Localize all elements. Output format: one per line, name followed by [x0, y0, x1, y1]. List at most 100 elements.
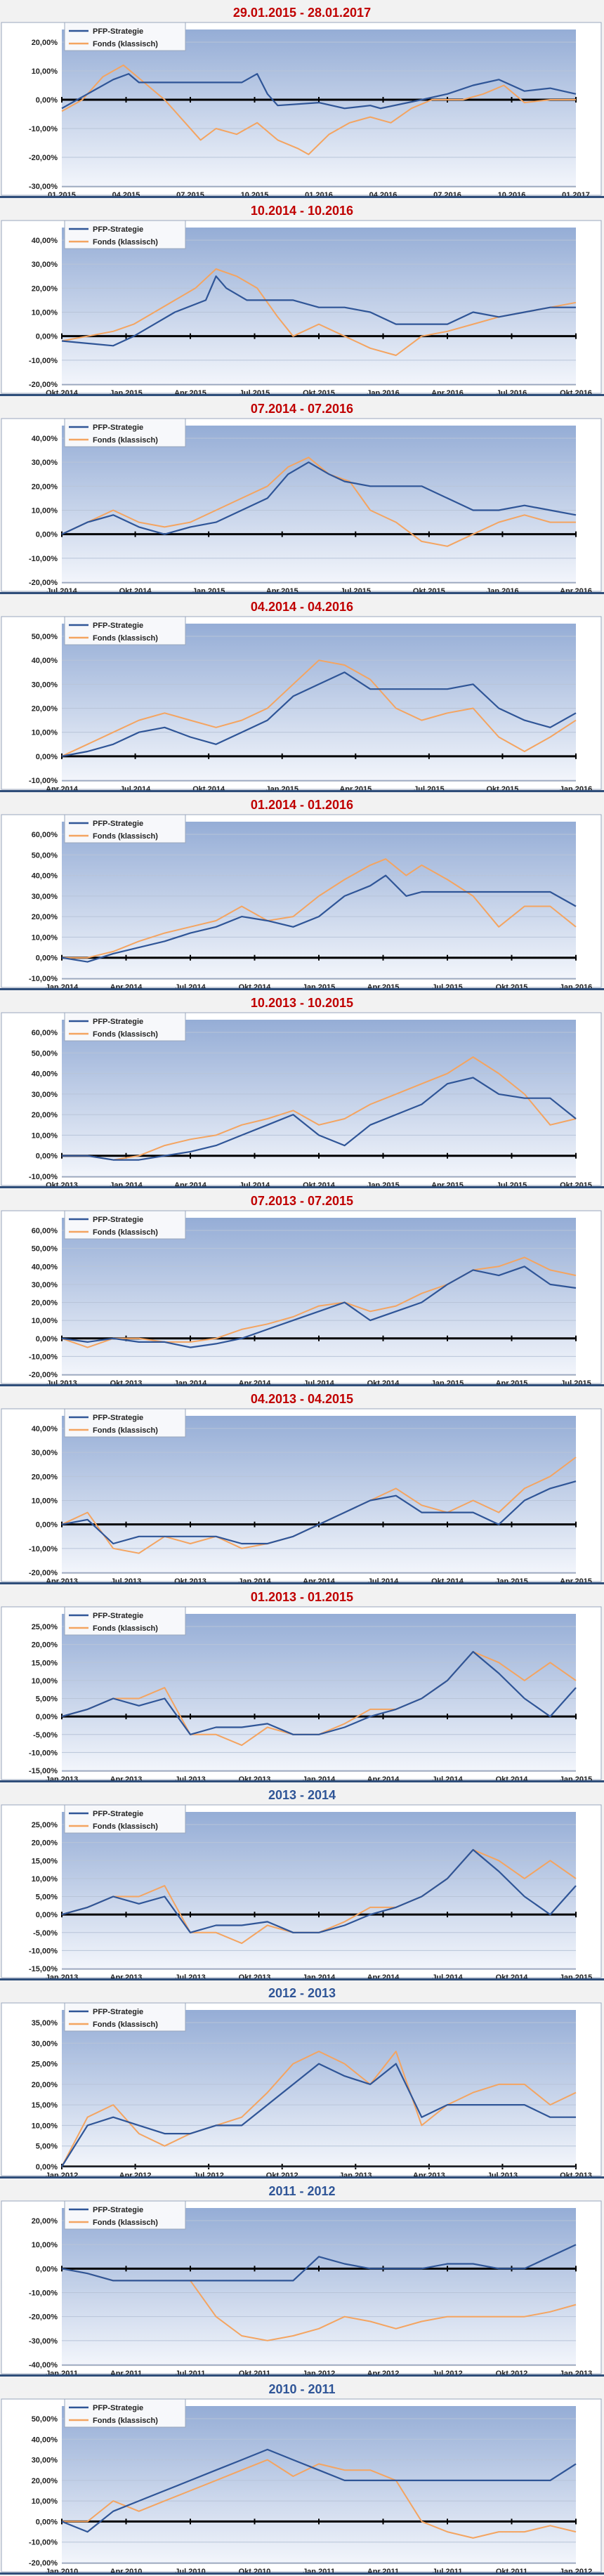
- chart-title: 07.2013 - 07.2015: [250, 1194, 354, 1208]
- x-tick-label: Jan.2011: [46, 2370, 78, 2375]
- y-tick-label: -5,00%: [33, 1929, 58, 1938]
- x-tick-label: Jan.2014: [303, 1775, 336, 1781]
- y-tick-label: 0,00%: [36, 333, 58, 341]
- legend-fund-label: Fonds (klassisch): [93, 2020, 158, 2029]
- x-tick-label: Apr.2011: [110, 2370, 142, 2375]
- chart-panel: 10.2013 - 10.2015 -10,00% 0,00% 10,00% 20,00…: [0, 990, 604, 1188]
- x-tick-label: Jan.2015: [431, 1379, 464, 1385]
- panel-separator: [0, 988, 604, 990]
- chart-panel: 2012 - 2013 0,00% 5,00% 10,00% 15,00% 20,00% 2…: [0, 1980, 604, 2179]
- plot-area: [62, 1416, 576, 1572]
- y-tick-label: -10,00%: [29, 555, 58, 563]
- legend: PFP-Strategie Fonds (klassisch): [64, 418, 186, 447]
- panel-separator: [0, 1978, 604, 1980]
- y-tick-label: 0,00%: [36, 96, 58, 105]
- y-tick-label: 10,00%: [32, 1131, 58, 1140]
- y-tick-label: -20,00%: [29, 154, 58, 162]
- x-tick-label: Jul.2014: [239, 1181, 270, 1187]
- series-line-fund: [61, 456, 576, 547]
- panel-separator: [0, 394, 604, 396]
- x-tick-label: Jul.2014: [175, 983, 206, 989]
- y-tick-label: 10,00%: [32, 1875, 58, 1884]
- legend-box: [64, 1012, 186, 1041]
- y-tick-label: 10,00%: [32, 2122, 58, 2130]
- y-tick-label: 40,00%: [32, 2436, 58, 2444]
- x-tick-label: Okt.2012: [496, 2370, 528, 2375]
- x-tick-label: Okt.2014: [431, 1577, 464, 1583]
- x-tick-label: Jan.2012: [303, 2370, 335, 2375]
- x-tick-label: Okt.2013: [110, 1379, 143, 1385]
- x-tick-label: Apr.2012: [367, 2370, 400, 2375]
- x-tick-label: 07.2016: [433, 191, 461, 197]
- y-tick-label: -15,00%: [29, 1965, 58, 1973]
- legend-box: [64, 1210, 186, 1240]
- line-chart: -15,00% -10,00% -5,00% 0,00% 5,00% 10,00% 15,0…: [1, 1804, 602, 1979]
- x-tick-label: Apr.2013: [46, 1577, 78, 1583]
- x-tick-label: Jan.2014: [303, 1973, 336, 1979]
- legend-box: [64, 2398, 186, 2428]
- y-tick-label: 50,00%: [32, 1049, 58, 1058]
- line-chart: -10,00% 0,00% 10,00% 20,00% 30,00% 40,00% 50,0…: [1, 814, 602, 989]
- x-tick-label: Apr.2013: [110, 1973, 143, 1979]
- chart-title: 29.01.2015 - 28.01.2017: [232, 6, 372, 20]
- legend-strategy-label: PFP-Strategie: [93, 2404, 143, 2412]
- legend-box: [64, 1804, 186, 1834]
- panel-separator: [0, 1384, 604, 1386]
- x-tick-label: Apr.2014: [303, 1577, 336, 1583]
- x-tick-label: Jul.2014: [432, 1775, 463, 1781]
- legend-strategy-label: PFP-Strategie: [93, 820, 143, 828]
- x-tick-label: 01.2016: [305, 191, 333, 197]
- legend-box: [64, 2200, 186, 2230]
- chart-title: 2012 - 2013: [268, 1986, 336, 2000]
- y-tick-label: 0,00%: [36, 1713, 58, 1721]
- chart-title: 01.2014 - 01.2016: [250, 798, 354, 812]
- line-chart: -20,00% -10,00% 0,00% 10,00% 20,00% 30,00% 40,…: [1, 220, 602, 395]
- x-tick-label: Apr.2016: [560, 587, 592, 593]
- y-tick-label: -20,00%: [29, 1371, 58, 1379]
- y-tick-label: 40,00%: [32, 872, 58, 881]
- legend-fund-label: Fonds (klassisch): [93, 832, 158, 841]
- y-tick-label: -10,00%: [29, 975, 58, 983]
- plot-area: [62, 426, 576, 582]
- y-tick-label: 5,00%: [36, 1893, 58, 1902]
- series-line-strategy: [61, 671, 577, 757]
- y-tick-label: -30,00%: [29, 183, 58, 191]
- x-tick-label: 04.2016: [369, 191, 398, 197]
- series-line-strategy: [61, 72, 577, 110]
- legend-box: [64, 220, 186, 249]
- x-tick-label: Okt.2015: [486, 785, 518, 791]
- legend-fund-label: Fonds (klassisch): [93, 2219, 158, 2227]
- y-tick-label: -40,00%: [29, 2361, 58, 2370]
- x-tick-label: Jul.2014: [46, 587, 77, 593]
- x-tick-label: Apr.2011: [367, 2568, 399, 2573]
- plot-area: [62, 1812, 576, 1969]
- legend-box: [64, 1606, 186, 1636]
- x-tick-label: Okt.2013: [46, 1181, 78, 1187]
- series-line-fund: [61, 2051, 577, 2167]
- y-tick-label: 30,00%: [32, 459, 58, 467]
- y-tick-label: 25,00%: [32, 2061, 58, 2069]
- legend-strategy-label: PFP-Strategie: [93, 2206, 143, 2214]
- series-line-fund: [61, 1256, 577, 1348]
- panel-separator: [0, 592, 604, 594]
- x-tick-label: Jan.2015: [560, 1775, 592, 1781]
- x-tick-label: Jan.2014: [110, 1181, 143, 1187]
- y-tick-label: -15,00%: [29, 1767, 58, 1775]
- y-tick-label: 10,00%: [32, 67, 58, 76]
- y-tick-label: 0,00%: [36, 753, 58, 761]
- y-tick-label: 40,00%: [32, 657, 58, 665]
- x-tick-label: Jan.2014: [174, 1379, 207, 1385]
- y-tick-label: 40,00%: [32, 1425, 58, 1433]
- series-line-strategy: [61, 1848, 577, 1933]
- legend: PFP-Strategie Fonds (klassisch): [64, 1210, 186, 1240]
- x-tick-label: Apr.2015: [431, 1181, 464, 1187]
- plot-area: [62, 29, 576, 186]
- y-tick-label: 10,00%: [32, 2497, 58, 2506]
- x-tick-label: Jul.2011: [176, 2370, 206, 2375]
- y-tick-label: 30,00%: [32, 1091, 58, 1099]
- y-tick-label: -10,00%: [29, 1749, 58, 1757]
- x-tick-label: Jul.2015: [560, 1379, 591, 1385]
- legend: PFP-Strategie Fonds (klassisch): [64, 814, 186, 843]
- x-tick-label: Jul.2015: [414, 785, 444, 791]
- legend-strategy-label: PFP-Strategie: [93, 27, 143, 36]
